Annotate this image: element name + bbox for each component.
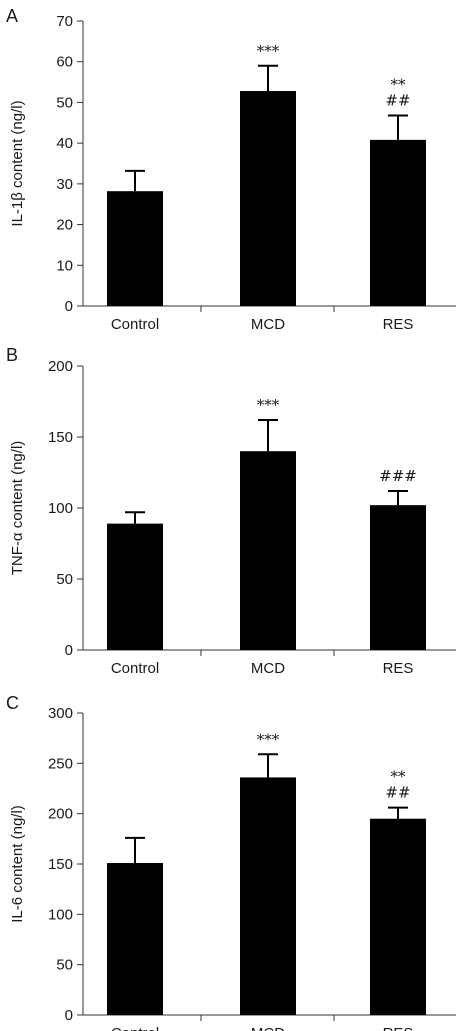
y-tick-label: 200 (48, 806, 73, 823)
y-tick-label: 0 (65, 1007, 73, 1024)
bar (240, 91, 296, 307)
x-tick-label: RES (383, 1025, 414, 1031)
significance-marker: *** (257, 396, 280, 414)
significance-marker: *** (257, 42, 280, 60)
bar (107, 191, 163, 306)
y-tick-label: 20 (56, 217, 73, 234)
y-tick-label: 60 (56, 54, 73, 71)
panel-letter: B (6, 345, 18, 365)
y-tick-label: 70 (56, 13, 73, 30)
panel-letter: A (6, 6, 18, 26)
x-tick-label: Control (111, 660, 159, 677)
x-tick-label: Control (111, 1025, 159, 1031)
y-tick-label: 150 (48, 429, 73, 446)
bar (370, 139, 426, 306)
y-axis-title: IL-1β content (ng/l) (9, 100, 26, 226)
bar (107, 523, 163, 650)
significance-marker: ** (391, 75, 407, 93)
y-tick-label: 150 (48, 856, 73, 873)
panel-letter: C (6, 693, 19, 713)
bar (107, 862, 163, 1015)
significance-marker: ## (385, 784, 410, 802)
y-axis-title: TNF-α content (ng/l) (9, 441, 26, 576)
y-tick-label: 50 (56, 94, 73, 111)
y-tick-label: 0 (65, 298, 73, 315)
y-tick-label: 50 (56, 957, 73, 974)
y-tick-label: 100 (48, 500, 73, 517)
y-tick-label: 0 (65, 642, 73, 659)
y-tick-label: 50 (56, 571, 73, 588)
y-axis-title: IL-6 content (ng/l) (9, 805, 26, 923)
x-tick-label: RES (383, 660, 414, 677)
y-tick-label: 200 (48, 358, 73, 375)
significance-marker: ## (385, 91, 410, 109)
bar (240, 451, 296, 650)
bar (370, 818, 426, 1015)
y-tick-label: 250 (48, 755, 73, 772)
chart-panel-c: C 0 50 100 150 200 250 300 IL-6 content (ng/l) Co… (6, 693, 456, 1031)
y-tick-label: 40 (56, 135, 73, 152)
bar (240, 777, 296, 1015)
y-tick-label: 30 (56, 176, 73, 193)
y-tick-label: 300 (48, 705, 73, 722)
x-tick-label: Control (111, 316, 159, 333)
x-tick-label: RES (383, 316, 414, 333)
x-tick-label: MCD (251, 316, 285, 333)
chart-panel-a: A 0 10 20 30 40 50 60 70 IL-1β content (ng/l) Cont… (6, 6, 456, 333)
significance-marker: ### (379, 467, 417, 485)
x-tick-label: MCD (251, 1025, 285, 1031)
x-tick-label: MCD (251, 660, 285, 677)
significance-marker: *** (257, 730, 280, 748)
y-tick-label: 100 (48, 906, 73, 923)
bar (370, 505, 426, 650)
chart-panel-b: B 0 50 100 150 200 TNF-α content (ng/l) Control… (6, 345, 456, 677)
y-tick-label: 10 (56, 257, 73, 274)
significance-marker: ** (391, 768, 407, 786)
